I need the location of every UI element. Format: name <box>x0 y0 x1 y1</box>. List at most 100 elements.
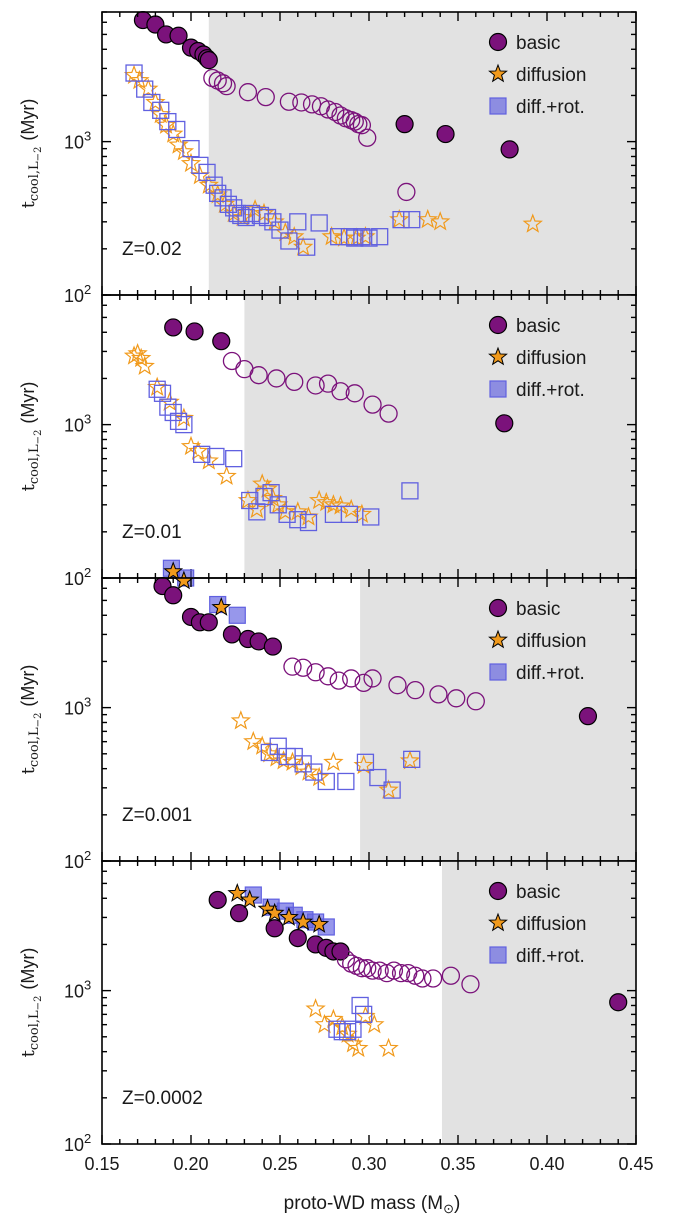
legend-label: diffusion <box>516 914 586 935</box>
data-point <box>308 489 330 510</box>
y-tick-label: 103 <box>64 412 91 436</box>
data-point <box>355 1005 373 1024</box>
x-tick-label: 0.30 <box>351 1154 386 1174</box>
data-point <box>293 658 313 677</box>
data-point <box>173 140 195 161</box>
legend-label: diff.+rot. <box>516 380 585 401</box>
data-point <box>145 91 166 112</box>
panel-label: Z=0.01 <box>122 522 182 543</box>
data-point <box>395 115 414 134</box>
x-tick-label: 0.25 <box>262 1154 297 1174</box>
data-point <box>403 750 421 768</box>
data-point <box>279 92 299 111</box>
data-point <box>378 779 399 799</box>
data-point <box>323 751 344 771</box>
data-point <box>417 208 438 229</box>
data-point <box>326 102 345 122</box>
x-tick-label: 0.40 <box>529 1154 564 1174</box>
data-point <box>353 228 371 246</box>
x-tick-label: 0.45 <box>618 1154 653 1174</box>
series-square-open <box>125 64 421 256</box>
data-point <box>379 404 398 423</box>
data-point <box>130 347 152 368</box>
series-circle-filled <box>153 576 598 726</box>
data-point <box>227 883 248 902</box>
x-axis-title: proto-WD mass (M⊙) <box>284 1193 461 1216</box>
data-point <box>318 100 338 119</box>
panel-3: 103 102 Z=0.001 basic diffusion diff.+rot. tco… <box>18 559 637 872</box>
y-tick-label: 103 <box>64 695 91 719</box>
data-point <box>447 689 466 708</box>
data-point <box>323 1008 344 1028</box>
data-point <box>238 83 258 102</box>
data-point <box>314 1013 335 1034</box>
data-point <box>138 78 159 98</box>
data-point <box>403 210 421 229</box>
data-point <box>305 998 326 1018</box>
x-tick-label: 0.15 <box>84 1154 119 1174</box>
data-point <box>522 213 543 233</box>
data-point <box>388 676 407 695</box>
data-point <box>346 229 364 247</box>
y-tick-label: 103 <box>64 129 91 153</box>
data-point <box>289 511 307 529</box>
data-point <box>500 140 519 159</box>
data-point <box>338 1023 357 1041</box>
data-point <box>153 384 172 402</box>
data-point <box>306 663 325 682</box>
y-axis-title: tcool,L−2(Myr) <box>18 665 44 775</box>
y-axis-title: tcool,L−2(Myr) <box>18 99 44 209</box>
panel-2: 103 102 Z=0.01 basic diffusion diff.+rot. tcoo… <box>18 294 637 589</box>
y-tick-label: 102 <box>64 282 91 306</box>
data-point <box>246 498 268 519</box>
x-tick-label: 0.35 <box>440 1154 475 1174</box>
series-circle-filled <box>208 890 628 1012</box>
data-point <box>125 64 143 82</box>
data-point <box>287 501 308 521</box>
data-point <box>211 597 232 616</box>
legend-marker <box>488 881 508 901</box>
data-point <box>146 376 168 397</box>
data-point <box>260 743 278 762</box>
legend-marker <box>488 315 508 335</box>
data-point <box>337 1023 358 1043</box>
series-square-open <box>328 996 373 1041</box>
data-point <box>134 355 155 375</box>
legend-label: diff.+rot. <box>516 946 585 967</box>
data-point <box>219 195 238 213</box>
data-point <box>360 229 378 247</box>
series-circle-filled <box>164 318 514 433</box>
data-point <box>399 963 418 983</box>
data-point <box>237 208 255 227</box>
data-point <box>298 761 319 781</box>
data-point <box>345 384 364 403</box>
data-point <box>265 919 284 938</box>
data-point <box>212 332 231 351</box>
data-point <box>430 211 451 231</box>
data-point <box>278 505 296 524</box>
data-point <box>401 482 419 500</box>
data-point <box>263 637 282 656</box>
data-point <box>348 1037 369 1058</box>
data-point <box>198 174 219 194</box>
data-point <box>173 407 195 427</box>
data-point <box>241 491 259 510</box>
data-point <box>175 415 193 434</box>
data-point <box>318 667 338 686</box>
series-circle-open <box>336 950 480 994</box>
data-point <box>299 513 318 532</box>
data-point <box>136 80 154 98</box>
data-point <box>377 963 396 983</box>
data-point <box>253 202 275 223</box>
series-circle-open <box>203 68 416 202</box>
data-point <box>358 128 377 147</box>
data-point <box>331 382 350 401</box>
legend-marker <box>488 598 508 618</box>
data-point <box>198 163 216 182</box>
x-tick-label: 0.20 <box>173 1154 208 1174</box>
legend-marker <box>489 946 507 964</box>
legend-marker <box>488 629 508 649</box>
data-point <box>191 156 209 175</box>
data-point <box>609 993 628 1012</box>
data-point <box>413 969 432 988</box>
